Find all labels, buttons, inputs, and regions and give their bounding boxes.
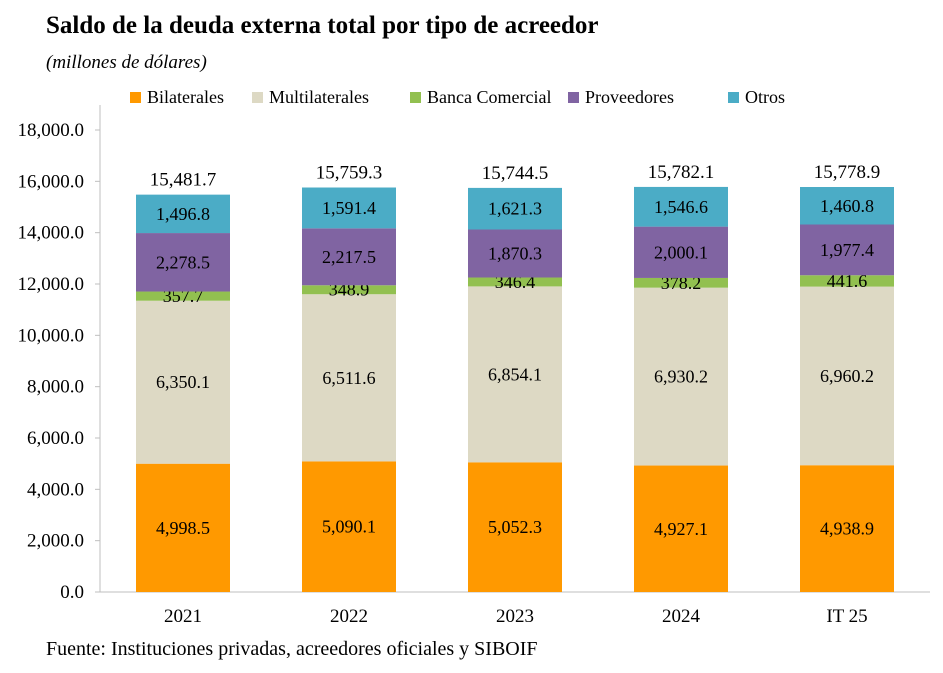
- data-label: 4,938.9: [820, 519, 874, 539]
- data-label: 6,930.2: [654, 367, 708, 387]
- total-label: 15,782.1: [648, 162, 715, 183]
- legend-swatch: [410, 92, 421, 103]
- y-tick-label: 18,000.0: [18, 120, 85, 141]
- x-tick-label: 2024: [662, 606, 701, 627]
- y-tick-label: 0.0: [60, 582, 84, 603]
- bar-segment-proveedores: [302, 228, 396, 286]
- legend-swatch: [252, 92, 263, 103]
- source-note: Fuente: Instituciones privadas, acreedor…: [46, 638, 538, 660]
- bar-segment-proveedores: [634, 226, 728, 278]
- data-label: 6,960.2: [820, 366, 874, 386]
- total-label: 15,744.5: [482, 163, 549, 184]
- bar-segment-otros: [800, 187, 894, 225]
- bar-segment-multilaterales: [302, 294, 396, 462]
- bar-segment-bilaterales: [800, 465, 894, 592]
- data-label: 441.6: [827, 271, 868, 291]
- bar-segment-proveedores: [468, 229, 562, 278]
- data-label: 1,496.8: [156, 204, 210, 224]
- data-label: 1,460.8: [820, 196, 874, 216]
- bar-segment-multilaterales: [468, 286, 562, 463]
- legend-label: Multilaterales: [269, 87, 369, 107]
- legend-swatch: [728, 92, 739, 103]
- total-label: 15,481.7: [150, 170, 217, 191]
- bar-segment-otros: [302, 187, 396, 229]
- bar-segment-multilaterales: [800, 286, 894, 466]
- data-label: 6,511.6: [322, 368, 375, 388]
- data-label: 2,217.5: [322, 247, 376, 267]
- legend-label: Otros: [745, 87, 785, 107]
- y-tick-label: 8,000.0: [27, 377, 84, 398]
- bar-segment-proveedores: [800, 224, 894, 276]
- x-tick-label: 2021: [164, 606, 202, 627]
- chart-title: Saldo de la deuda externa total por tipo…: [46, 12, 599, 39]
- bar-segment-banca-comercial: [302, 285, 396, 295]
- data-label: 1,977.4: [820, 240, 874, 260]
- data-label: 1,546.6: [654, 197, 708, 217]
- data-label: 2,000.1: [654, 242, 708, 262]
- y-tick-label: 16,000.0: [18, 171, 85, 192]
- total-label: 15,778.9: [814, 162, 881, 183]
- bar-segment-bilaterales: [634, 465, 728, 592]
- legend-label: Bilaterales: [147, 87, 224, 107]
- bar-segment-otros: [136, 194, 230, 234]
- legend-label: Banca Comercial: [427, 87, 551, 107]
- total-label: 15,759.3: [316, 163, 383, 184]
- y-tick-label: 2,000.0: [27, 531, 84, 552]
- y-tick-label: 10,000.0: [18, 325, 85, 346]
- data-label: 2,278.5: [156, 252, 210, 272]
- data-label: 6,350.1: [156, 372, 210, 392]
- x-tick-label: IT 25: [826, 606, 867, 627]
- bar-segment-bilaterales: [136, 463, 230, 592]
- x-tick-label: 2022: [330, 606, 368, 627]
- data-label: 4,927.1: [654, 519, 708, 539]
- legend-swatch: [568, 92, 579, 103]
- bar-segment-banca-comercial: [468, 277, 562, 287]
- bar-segment-banca-comercial: [800, 275, 894, 287]
- data-label: 1,870.3: [488, 244, 542, 264]
- bar-segment-multilaterales: [634, 287, 728, 466]
- data-label: 4,998.5: [156, 518, 210, 538]
- y-tick-label: 6,000.0: [27, 428, 84, 449]
- bar-segment-otros: [468, 187, 562, 230]
- data-label: 1,591.4: [322, 198, 376, 218]
- chart-subtitle: (millones de dólares): [46, 52, 207, 73]
- data-label: 1,621.3: [488, 199, 542, 219]
- legend-swatch: [130, 92, 141, 103]
- data-label: 6,854.1: [488, 364, 542, 384]
- bar-segment-bilaterales: [302, 461, 396, 592]
- y-tick-label: 12,000.0: [18, 274, 85, 295]
- y-tick-label: 4,000.0: [27, 479, 84, 500]
- y-tick-label: 14,000.0: [18, 223, 85, 244]
- data-label: 5,052.3: [488, 517, 542, 537]
- bar-segment-banca-comercial: [634, 277, 728, 288]
- data-label: 5,090.1: [322, 517, 376, 537]
- bar-segment-banca-comercial: [136, 291, 230, 301]
- bar-segment-bilaterales: [468, 462, 562, 592]
- bar-segment-multilaterales: [136, 300, 230, 464]
- legend-label: Proveedores: [585, 87, 674, 107]
- bar-segment-proveedores: [136, 233, 230, 292]
- x-tick-label: 2023: [496, 606, 534, 627]
- bar-segment-otros: [634, 186, 728, 227]
